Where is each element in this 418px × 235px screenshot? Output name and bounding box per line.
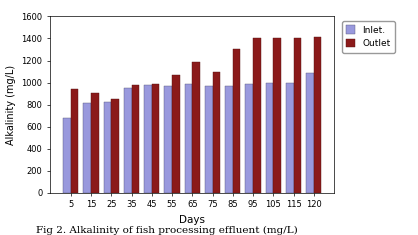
Bar <box>132 85 139 193</box>
Bar <box>83 103 91 193</box>
Bar <box>152 84 160 193</box>
Bar <box>314 37 321 193</box>
Bar <box>63 118 71 193</box>
Bar <box>293 39 301 193</box>
Bar <box>164 86 172 193</box>
Bar <box>233 50 240 193</box>
Bar <box>144 85 152 193</box>
Bar <box>205 86 212 193</box>
Bar <box>245 84 253 193</box>
Bar <box>286 82 293 193</box>
Bar <box>273 39 281 193</box>
Bar <box>111 98 119 193</box>
Bar <box>185 84 192 193</box>
Bar <box>265 83 273 193</box>
Bar <box>124 87 132 193</box>
X-axis label: Days: Days <box>179 215 205 225</box>
Bar <box>253 39 261 193</box>
Bar <box>104 102 111 193</box>
Legend: Inlet., Outlet: Inlet., Outlet <box>342 21 395 53</box>
Y-axis label: Alkalinity (mg/L): Alkalinity (mg/L) <box>6 65 16 145</box>
Bar <box>91 93 99 193</box>
Bar <box>71 89 79 193</box>
Bar <box>225 86 233 193</box>
Text: Fig 2. Alkalinity of fish processing effluent (mg/L): Fig 2. Alkalinity of fish processing eff… <box>36 226 298 235</box>
Bar <box>306 73 314 193</box>
Bar <box>192 62 200 193</box>
Bar <box>172 75 180 193</box>
Bar <box>212 72 220 193</box>
